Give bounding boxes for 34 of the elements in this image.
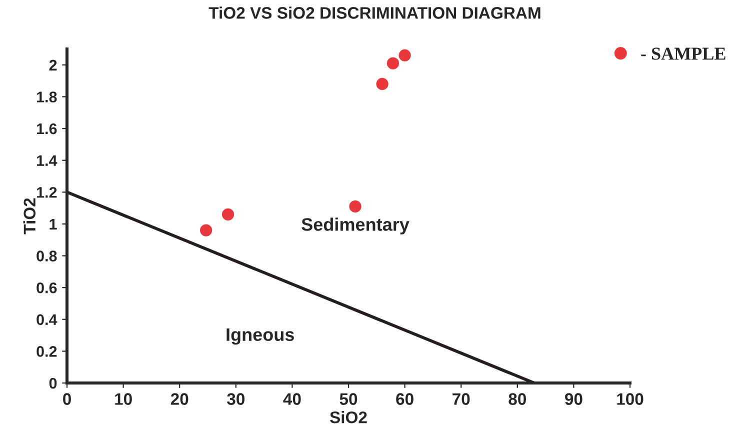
x-tick-label: 40 — [283, 393, 301, 405]
x-tick-label: 70 — [452, 393, 470, 405]
y-tick-label: 1.8 — [37, 92, 57, 102]
point — [398, 49, 411, 62]
y-tick-label: 2 — [49, 60, 57, 70]
annotation: Igneous — [226, 328, 294, 345]
y-tick-label: 1 — [50, 218, 57, 230]
x-tick-label: 20 — [170, 393, 188, 405]
point — [200, 224, 212, 236]
y-tick-label: 1.6 — [37, 123, 57, 134]
y-tick-label: 0 — [49, 378, 57, 389]
annotation: Sedimentary — [302, 218, 410, 234]
point — [349, 200, 362, 213]
y-tick-label: 1.4 — [37, 155, 58, 166]
y-tick-label: 1.2 — [37, 187, 57, 198]
y-axis-title: TiO2 — [23, 198, 36, 234]
y-tick-label: 0.2 — [36, 346, 57, 357]
x-tick-label: 0 — [63, 393, 71, 405]
point — [376, 78, 388, 90]
y-tick-label: 0.8 — [36, 250, 57, 262]
x-tick-label: 10 — [115, 393, 132, 405]
chart-title: TiO2 VS SiO2 DISCRIMINATION DIAGRAM — [208, 6, 540, 19]
x-tick-label: 30 — [227, 393, 244, 405]
x-tick-label: 50 — [340, 393, 358, 405]
x-tick-label: 80 — [508, 393, 526, 405]
x-tick-label: 60 — [396, 393, 414, 405]
legend-label: - SAMPLE — [641, 48, 726, 60]
x-tick-label: 90 — [565, 393, 582, 405]
x-tick-label: 100 — [617, 393, 644, 405]
x-axis-title: SiO2 — [330, 411, 367, 424]
point — [222, 208, 234, 220]
y-tick-label: 0.6 — [36, 282, 57, 294]
point — [386, 57, 400, 70]
y-tick-label: 0.4 — [36, 314, 58, 326]
